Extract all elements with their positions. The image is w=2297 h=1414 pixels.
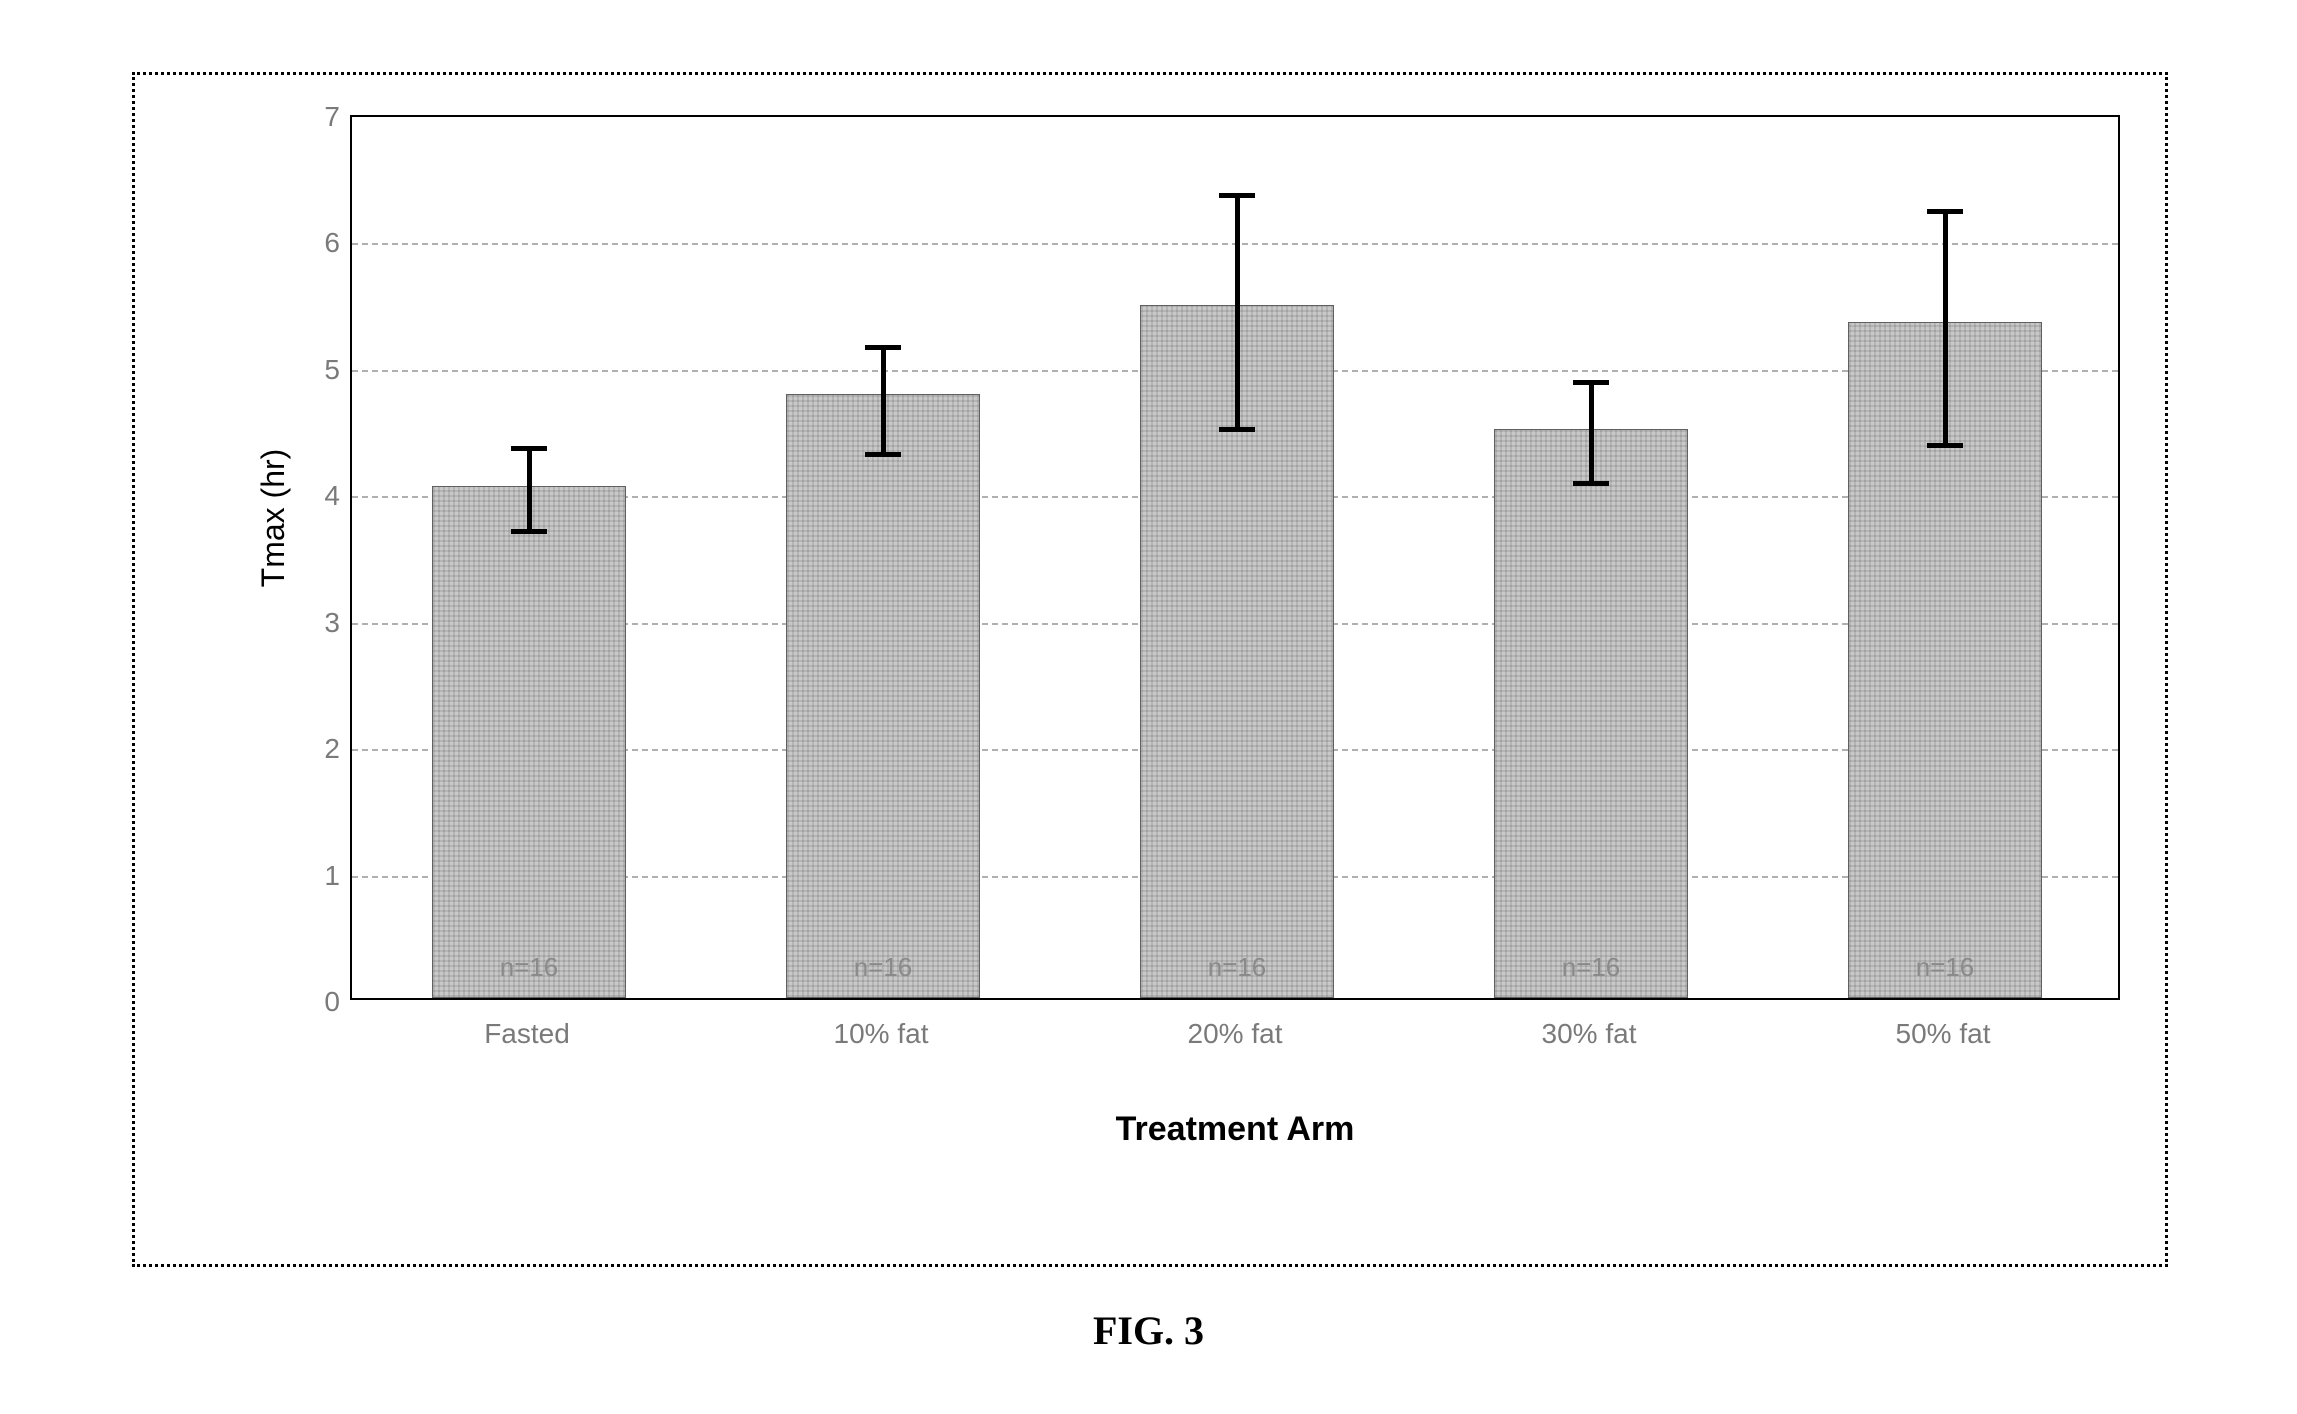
y-tick-label: 4 bbox=[300, 480, 340, 512]
bar-annotation: n=16 bbox=[433, 952, 626, 983]
page: n=16 n=16 n=16 n=16 n=16 0 1 2 3 4 5 6 7 Fasted10% … bbox=[0, 0, 2297, 1414]
bar-annotation: n=16 bbox=[1495, 952, 1688, 983]
error-bar-cap-upper bbox=[511, 446, 547, 451]
bar: n=16 bbox=[432, 486, 627, 998]
x-tick-label: 30% fat bbox=[1412, 1018, 1766, 1050]
error-bar bbox=[881, 347, 886, 454]
error-bar bbox=[1235, 195, 1240, 429]
bar: n=16 bbox=[1494, 429, 1689, 998]
x-tick-label: 20% fat bbox=[1058, 1018, 1412, 1050]
error-bar-cap-lower bbox=[1219, 427, 1255, 432]
y-tick-label: 0 bbox=[300, 986, 340, 1018]
error-bar-cap-upper bbox=[1927, 209, 1963, 214]
y-tick-label: 3 bbox=[300, 607, 340, 639]
error-bar-cap-lower bbox=[511, 529, 547, 534]
error-bar bbox=[527, 448, 532, 531]
error-bar bbox=[1943, 212, 1948, 446]
y-axis-title: Tmax (hr) bbox=[255, 388, 292, 648]
error-bar-cap-lower bbox=[1927, 443, 1963, 448]
x-axis-title: Treatment Arm bbox=[350, 1110, 2120, 1149]
error-bar-cap-upper bbox=[1573, 380, 1609, 385]
y-tick-label: 7 bbox=[300, 101, 340, 133]
error-bar-cap-lower bbox=[1573, 481, 1609, 486]
bar-annotation: n=16 bbox=[1849, 952, 2042, 983]
bar-annotation: n=16 bbox=[1141, 952, 1334, 983]
x-tick-label: 10% fat bbox=[704, 1018, 1058, 1050]
y-tick-label: 1 bbox=[300, 860, 340, 892]
plot-area: n=16 n=16 n=16 n=16 n=16 bbox=[350, 115, 2120, 1000]
y-tick-label: 5 bbox=[300, 354, 340, 386]
figure-caption: FIG. 3 bbox=[0, 1307, 2297, 1354]
error-bar-cap-lower bbox=[865, 452, 901, 457]
error-bar-cap-upper bbox=[1219, 193, 1255, 198]
error-bar-cap-upper bbox=[865, 345, 901, 350]
x-tick-label: 50% fat bbox=[1766, 1018, 2120, 1050]
bar: n=16 bbox=[786, 394, 981, 998]
y-tick-label: 2 bbox=[300, 733, 340, 765]
error-bar bbox=[1589, 383, 1594, 484]
bar-annotation: n=16 bbox=[787, 952, 980, 983]
y-tick-label: 6 bbox=[300, 227, 340, 259]
x-tick-label: Fasted bbox=[350, 1018, 704, 1050]
